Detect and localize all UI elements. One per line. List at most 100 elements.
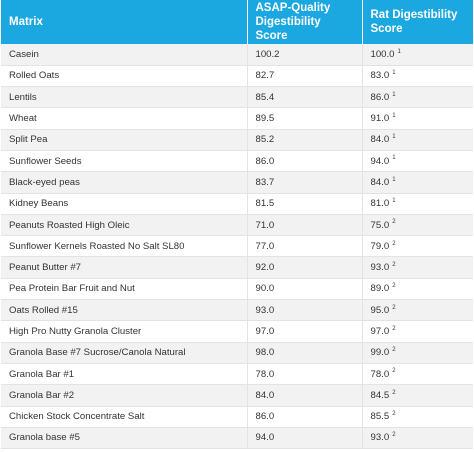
rat-score-value: 99.0 bbox=[370, 347, 390, 359]
matrix-cell: Lentils bbox=[1, 86, 248, 109]
rat-score-cell: 93.0 2 bbox=[362, 427, 473, 450]
rat-score-cell: 97.0 2 bbox=[362, 320, 473, 343]
footnote-marker: 1 bbox=[392, 155, 396, 162]
asap-score-cell: 86.0 bbox=[247, 406, 363, 428]
header-asap-line2: Digestibility Score bbox=[255, 16, 321, 42]
footnote-marker: 1 bbox=[392, 112, 396, 119]
header-matrix: Matrix bbox=[1, 0, 248, 44]
matrix-cell: Granola Bar #1 bbox=[1, 363, 248, 386]
header-rat-score: Rat Digestibility Score bbox=[362, 0, 473, 44]
table-row: Granola Bar #1 78.0 78.0 2 bbox=[1, 363, 473, 386]
asap-score-cell: 89.5 bbox=[247, 107, 363, 130]
table-row: Oats Rolled #15 93.0 95.0 2 bbox=[1, 299, 473, 322]
matrix-cell: High Pro Nutty Granola Cluster bbox=[1, 320, 248, 343]
asap-score-cell: 93.0 bbox=[247, 299, 363, 322]
footnote-marker: 2 bbox=[392, 368, 396, 375]
table-header: Matrix ASAP-Quality Digestibility Score … bbox=[1, 0, 473, 44]
rat-score-cell: 84.5 2 bbox=[362, 384, 473, 407]
rat-score-value: 86.0 bbox=[370, 91, 390, 103]
table-row: Lentils 85.4 86.0 1 bbox=[1, 86, 473, 109]
table-row: Kidney Beans 81.5 81.0 1 bbox=[1, 193, 473, 215]
rat-score-cell: 91.0 1 bbox=[362, 107, 473, 130]
rat-score-value: 84.0 bbox=[370, 176, 390, 188]
table-row: Sunflower Seeds 86.0 94.0 1 bbox=[1, 150, 473, 173]
footnote-marker: 1 bbox=[392, 198, 396, 205]
header-rat-line1: Rat Digestibility bbox=[370, 9, 458, 21]
footnote-marker: 1 bbox=[397, 48, 401, 55]
rat-score-value: 78.0 bbox=[370, 368, 390, 380]
rat-score-cell: 86.0 1 bbox=[362, 86, 473, 109]
matrix-cell: Oats Rolled #15 bbox=[1, 299, 248, 322]
header-asap-line1: ASAP-Quality bbox=[255, 2, 331, 14]
footnote-marker: 1 bbox=[392, 176, 396, 183]
footnote-marker: 1 bbox=[392, 91, 396, 98]
matrix-cell: Peanut Butter #7 bbox=[1, 256, 248, 279]
rat-score-value: 93.0 bbox=[370, 432, 390, 444]
rat-score-value: 75.0 bbox=[370, 219, 390, 231]
asap-score-cell: 82.7 bbox=[247, 65, 363, 88]
table-row: Granola Bar #2 84.0 84.5 2 bbox=[1, 384, 473, 407]
rat-score-value: 84.0 bbox=[370, 134, 390, 146]
rat-score-cell: 93.0 2 bbox=[362, 256, 473, 279]
table-row: Peanuts Roasted High Oleic 71.0 75.0 2 bbox=[1, 214, 473, 237]
rat-score-value: 94.0 bbox=[370, 155, 390, 167]
header-rat-line2: Score bbox=[370, 23, 403, 35]
rat-score-value: 85.5 bbox=[370, 411, 390, 423]
matrix-cell: Casein bbox=[1, 44, 248, 66]
matrix-cell: Pea Protein Bar Fruit and Nut bbox=[1, 278, 248, 301]
rat-score-value: 97.0 bbox=[370, 326, 390, 337]
footnote-marker: 2 bbox=[392, 219, 396, 226]
table-row: Sunflower Kernels Roasted No Salt SL80 77… bbox=[1, 235, 473, 258]
rat-score-value: 93.0 bbox=[370, 262, 390, 274]
asap-score-cell: 83.7 bbox=[247, 171, 363, 194]
rat-score-value: 89.0 bbox=[370, 283, 390, 295]
rat-score-cell: 84.0 1 bbox=[362, 171, 473, 194]
matrix-cell: Granola Bar #2 bbox=[1, 384, 248, 407]
header-asap-score: ASAP-Quality Digestibility Score bbox=[247, 0, 363, 44]
matrix-cell: Chicken Stock Concentrate Salt bbox=[1, 406, 248, 428]
rat-score-cell: 84.0 1 bbox=[362, 129, 473, 151]
matrix-cell: Rolled Oats bbox=[1, 65, 248, 88]
rat-score-value: 81.0 bbox=[370, 198, 390, 210]
table-row: Wheat 89.5 91.0 1 bbox=[1, 107, 473, 130]
header-row: Matrix ASAP-Quality Digestibility Score … bbox=[1, 0, 473, 44]
rat-score-value: 100.0 bbox=[370, 48, 395, 60]
asap-score-cell: 94.0 bbox=[247, 427, 363, 450]
asap-score-cell: 78.0 bbox=[247, 363, 363, 386]
matrix-cell: Sunflower Kernels Roasted No Salt SL80 bbox=[1, 235, 248, 258]
matrix-cell: Peanuts Roasted High Oleic bbox=[1, 214, 248, 237]
table-body: Casein 100.2 100.0 1 Rolled Oats 82.7 83.0 1 Len… bbox=[1, 44, 473, 450]
rat-score-cell: 100.0 1 bbox=[362, 44, 473, 66]
footnote-marker: 1 bbox=[392, 134, 396, 141]
table-row: Chicken Stock Concentrate Salt 86.0 85.5 2 bbox=[1, 406, 473, 428]
asap-score-cell: 90.0 bbox=[247, 278, 363, 301]
table-row: Granola base #5 94.0 93.0 2 bbox=[1, 427, 473, 450]
asap-score-cell: 97.0 bbox=[247, 320, 363, 343]
footnote-marker: 2 bbox=[392, 347, 396, 354]
footnote-marker: 2 bbox=[392, 240, 396, 247]
table-row: Split Pea 85.2 84.0 1 bbox=[1, 129, 473, 151]
rat-score-cell: 85.5 2 bbox=[362, 406, 473, 428]
asap-score-cell: 77.0 bbox=[247, 235, 363, 258]
asap-score-cell: 98.0 bbox=[247, 342, 363, 364]
footnote-marker: 2 bbox=[392, 304, 396, 311]
matrix-cell: Granola Base #7 Sucrose/Canola Natural bbox=[1, 342, 248, 364]
table-row: Rolled Oats 82.7 83.0 1 bbox=[1, 65, 473, 88]
asap-score-cell: 81.5 bbox=[247, 193, 363, 215]
matrix-cell: Granola base #5 bbox=[1, 427, 248, 450]
rat-score-cell: 79.0 2 bbox=[362, 235, 473, 258]
footnote-marker: 2 bbox=[392, 411, 396, 417]
rat-score-value: 91.0 bbox=[370, 113, 390, 125]
matrix-cell: Kidney Beans bbox=[1, 193, 248, 215]
rat-score-cell: 81.0 1 bbox=[362, 193, 473, 215]
asap-score-cell: 86.0 bbox=[247, 150, 363, 173]
asap-score-cell: 71.0 bbox=[247, 214, 363, 237]
footnote-marker: 2 bbox=[392, 283, 396, 290]
footnote-marker: 2 bbox=[392, 389, 396, 396]
asap-score-cell: 100.2 bbox=[247, 44, 363, 66]
rat-score-cell: 94.0 1 bbox=[362, 150, 473, 173]
matrix-cell: Black-eyed peas bbox=[1, 171, 248, 194]
asap-score-cell: 92.0 bbox=[247, 256, 363, 279]
asap-score-cell: 85.2 bbox=[247, 129, 363, 151]
